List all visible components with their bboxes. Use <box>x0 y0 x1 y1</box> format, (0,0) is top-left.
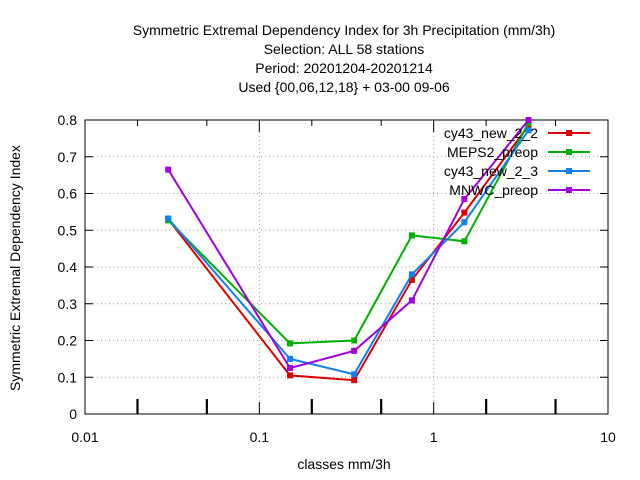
x-tick-label: 0.01 <box>71 429 98 445</box>
legend-marker <box>566 149 572 155</box>
x-tick-label: 0.1 <box>250 429 270 445</box>
y-tick-label: 0.4 <box>58 259 78 275</box>
data-point <box>287 365 294 372</box>
title-line-1: Symmetric Extremal Dependency Index for … <box>133 22 556 38</box>
data-point <box>408 297 415 304</box>
legend-entry: MNWC_preop <box>449 182 590 198</box>
data-point <box>408 232 415 239</box>
legend-entry: cy43_new_2_2 <box>444 125 590 141</box>
y-tick-label: 0.1 <box>58 369 78 385</box>
y-tick-label: 0.6 <box>58 186 78 202</box>
series-line <box>167 122 530 345</box>
y-tick-label: 0.2 <box>58 333 78 349</box>
data-point <box>408 276 415 283</box>
legend-entry: cy43_new_2_3 <box>444 163 590 179</box>
y-tick-label: 0.5 <box>58 222 78 238</box>
data-point <box>287 355 294 362</box>
data-point <box>351 371 358 378</box>
y-tick-label: 0.7 <box>58 149 78 165</box>
data-point <box>461 209 468 216</box>
series-line <box>167 119 530 370</box>
axes: 0 0.1 0.2 0.3 0.4 0.5 0.6 0.7 0.8 0.01 0.1 1 10 <box>58 112 616 445</box>
legend-label: cy43_new_2_3 <box>444 163 538 179</box>
x-axis-label: classes mm/3h <box>297 456 390 472</box>
data-point <box>525 127 532 134</box>
legend-label: cy43_new_2_2 <box>444 125 538 141</box>
legend-label: MNWC_preop <box>449 182 538 198</box>
y-tick-label: 0.8 <box>58 112 78 128</box>
series-line <box>167 124 530 382</box>
data-point <box>351 337 358 344</box>
data-point <box>351 347 358 354</box>
data-point <box>287 340 294 347</box>
legend-marker <box>566 130 572 136</box>
title-line-2: Selection: ALL 58 stations <box>264 41 425 57</box>
series-MNWC_preop <box>165 117 532 372</box>
y-axis-label: Symmetric Extremal Dependency Index <box>7 145 23 391</box>
grid <box>85 120 608 414</box>
title-line-3: Period: 20201204-20201214 <box>255 60 433 76</box>
y-tick-label: 0 <box>69 406 77 422</box>
legend: cy43_new_2_2 MEPS2_preop cy43_new_2_3 MNWC_… <box>444 125 590 198</box>
x-tick-label: 10 <box>600 429 616 445</box>
data-point <box>351 377 358 384</box>
series <box>165 117 532 384</box>
x-tick-label: 1 <box>430 429 438 445</box>
data-point <box>165 215 172 222</box>
data-point <box>461 196 468 203</box>
legend-entry: MEPS2_preop <box>447 144 590 160</box>
chart-title: Symmetric Extremal Dependency Index for … <box>133 22 556 95</box>
data-point <box>461 238 468 245</box>
legend-marker <box>566 187 572 193</box>
legend-label: MEPS2_preop <box>447 144 538 160</box>
legend-marker <box>566 168 572 174</box>
data-point <box>461 219 468 226</box>
data-point <box>525 117 532 123</box>
data-point <box>287 372 294 379</box>
data-point <box>408 271 415 278</box>
y-tick-label: 0.3 <box>58 296 78 312</box>
title-line-4: Used {00,06,12,18} + 03-00 09-06 <box>238 79 450 95</box>
data-point <box>165 166 172 173</box>
